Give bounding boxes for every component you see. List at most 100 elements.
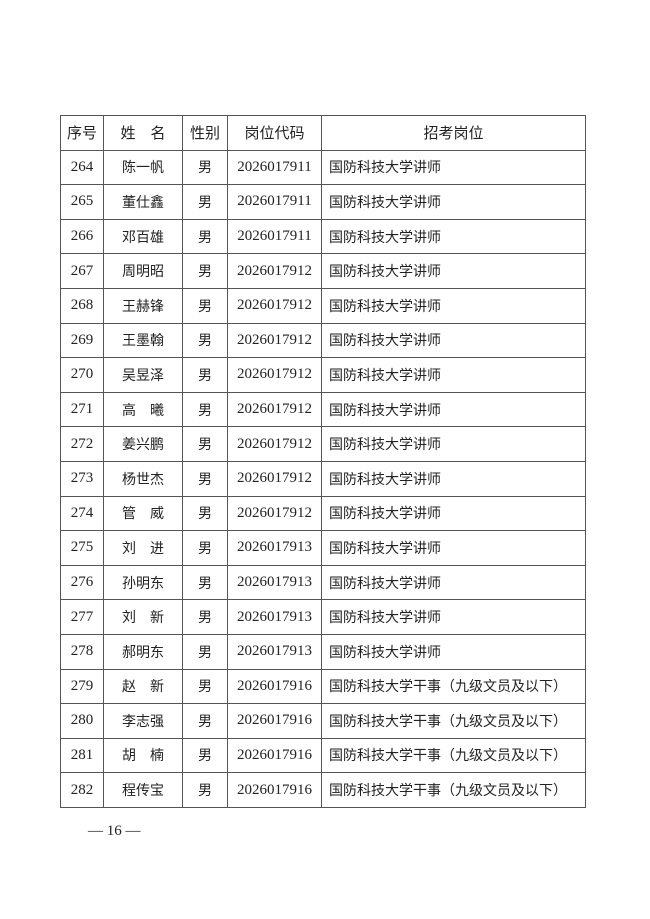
cell-code: 2026017916 — [227, 737, 322, 774]
table-row: 272 姜兴鹏男 2026017912 国防科技大学讲师 — [60, 426, 586, 462]
table-row: 281 胡 楠男 2026017916 国防科技大学干事（九级文员及以下） — [60, 737, 586, 774]
cell-position: 国防科技大学讲师 — [321, 322, 586, 359]
cell-position: 国防科技大学干事（九级文员及以下） — [321, 737, 586, 774]
cell-position: 国防科技大学讲师 — [321, 149, 586, 186]
cell-name: 陈一帆 — [103, 149, 183, 186]
candidate-table: 序号姓 名性别 岗位代码 招考岗位 264 陈一帆男 2026017911 国防科技大学讲… — [60, 115, 586, 808]
cell-seq: 270 — [60, 357, 104, 393]
cell-code: 2026017913 — [227, 599, 322, 635]
cell-gender: 男 — [182, 599, 228, 635]
cell-seq: 264 — [60, 149, 104, 186]
cell-name: 邓百雄 — [103, 218, 183, 255]
cell-position: 国防科技大学讲师 — [321, 426, 586, 462]
cell-seq: 281 — [60, 737, 104, 774]
table-row: 264 陈一帆男 2026017911 国防科技大学讲师 — [60, 149, 586, 186]
cell-seq: 274 — [60, 495, 104, 532]
cell-name: 吴昱泽 — [103, 357, 183, 393]
table-row: 278 郝明东男 2026017913 国防科技大学讲师 — [60, 633, 586, 670]
cell-position: 国防科技大学讲师 — [321, 391, 586, 428]
cell-code: 2026017916 — [227, 668, 322, 705]
cell-position: 国防科技大学干事（九级文员及以下） — [321, 668, 586, 705]
cell-name: 王赫锋 — [103, 287, 183, 324]
cell-name: 郝明东 — [103, 633, 183, 670]
cell-name: 刘 新 — [103, 599, 183, 635]
cell-seq: 267 — [60, 253, 104, 289]
cell-position: 国防科技大学讲师 — [321, 184, 586, 220]
cell-position: 国防科技大学讲师 — [321, 530, 586, 566]
cell-position: 国防科技大学干事（九级文员及以下） — [321, 772, 586, 808]
cell-gender: 男 — [182, 149, 228, 186]
cell-gender: 男 — [182, 772, 228, 808]
page-number: — 16 — — [88, 823, 141, 839]
header-code: 岗位代码 — [227, 115, 322, 151]
cell-name: 李志强 — [103, 703, 183, 739]
table-row: 275 刘 进男 2026017913 国防科技大学讲师 — [60, 530, 586, 566]
table-row: 270 吴昱泽男 2026017912 国防科技大学讲师 — [60, 357, 586, 393]
cell-name: 胡 楠 — [103, 737, 183, 774]
cell-seq: 271 — [60, 391, 104, 428]
cell-name: 赵 新 — [103, 668, 183, 705]
cell-code: 2026017913 — [227, 530, 322, 566]
header-name: 姓 名 — [103, 115, 183, 151]
table-row: 266 邓百雄男 2026017911 国防科技大学讲师 — [60, 218, 586, 255]
cell-position: 国防科技大学讲师 — [321, 599, 586, 635]
cell-position: 国防科技大学干事（九级文员及以下） — [321, 703, 586, 739]
table-row: 274 管 威男 2026017912 国防科技大学讲师 — [60, 495, 586, 532]
cell-code: 2026017916 — [227, 703, 322, 739]
cell-seq: 273 — [60, 460, 104, 497]
table-row: 277 刘 新男 2026017913 国防科技大学讲师 — [60, 599, 586, 635]
cell-gender: 男 — [182, 668, 228, 705]
cell-gender: 男 — [182, 530, 228, 566]
cell-seq: 268 — [60, 287, 104, 324]
cell-code: 2026017912 — [227, 391, 322, 428]
cell-code: 2026017912 — [227, 287, 322, 324]
cell-position: 国防科技大学讲师 — [321, 357, 586, 393]
cell-seq: 275 — [60, 530, 104, 566]
cell-seq: 282 — [60, 772, 104, 808]
cell-seq: 276 — [60, 564, 104, 601]
cell-position: 国防科技大学讲师 — [321, 460, 586, 497]
cell-gender: 男 — [182, 184, 228, 220]
cell-code: 2026017911 — [227, 218, 322, 255]
cell-code: 2026017912 — [227, 460, 322, 497]
table-row: 267 周明昭男 2026017912 国防科技大学讲师 — [60, 253, 586, 289]
cell-gender: 男 — [182, 495, 228, 532]
cell-gender: 男 — [182, 357, 228, 393]
cell-gender: 男 — [182, 460, 228, 497]
cell-code: 2026017913 — [227, 564, 322, 601]
cell-name: 杨世杰 — [103, 460, 183, 497]
cell-code: 2026017912 — [227, 426, 322, 462]
cell-position: 国防科技大学讲师 — [321, 633, 586, 670]
table-row: 265 董仕鑫男 2026017911 国防科技大学讲师 — [60, 184, 586, 220]
cell-position: 国防科技大学讲师 — [321, 564, 586, 601]
cell-seq: 266 — [60, 218, 104, 255]
cell-name: 程传宝 — [103, 772, 183, 808]
header-gender: 性别 — [182, 115, 228, 151]
cell-seq: 277 — [60, 599, 104, 635]
cell-position: 国防科技大学讲师 — [321, 287, 586, 324]
cell-code: 2026017912 — [227, 322, 322, 359]
cell-gender: 男 — [182, 703, 228, 739]
cell-seq: 280 — [60, 703, 104, 739]
cell-position: 国防科技大学讲师 — [321, 218, 586, 255]
cell-seq: 265 — [60, 184, 104, 220]
cell-name: 董仕鑫 — [103, 184, 183, 220]
table-row: 280 李志强男 2026017916 国防科技大学干事（九级文员及以下） — [60, 703, 586, 739]
table-row: 279 赵 新男 2026017916 国防科技大学干事（九级文员及以下） — [60, 668, 586, 705]
cell-gender: 男 — [182, 633, 228, 670]
cell-name: 王墨翰 — [103, 322, 183, 359]
table-header-row: 序号姓 名性别 岗位代码 招考岗位 — [60, 115, 586, 151]
cell-code: 2026017911 — [227, 184, 322, 220]
cell-gender: 男 — [182, 287, 228, 324]
table-row: 282 程传宝男 2026017916 国防科技大学干事（九级文员及以下） — [60, 772, 586, 808]
cell-gender: 男 — [182, 737, 228, 774]
cell-position: 国防科技大学讲师 — [321, 495, 586, 532]
table-row: 269 王墨翰男 2026017912 国防科技大学讲师 — [60, 322, 586, 359]
cell-seq: 269 — [60, 322, 104, 359]
cell-name: 孙明东 — [103, 564, 183, 601]
cell-gender: 男 — [182, 391, 228, 428]
table-row: 273 杨世杰男 2026017912 国防科技大学讲师 — [60, 460, 586, 497]
cell-name: 管 威 — [103, 495, 183, 532]
cell-gender: 男 — [182, 253, 228, 289]
cell-code: 2026017913 — [227, 633, 322, 670]
